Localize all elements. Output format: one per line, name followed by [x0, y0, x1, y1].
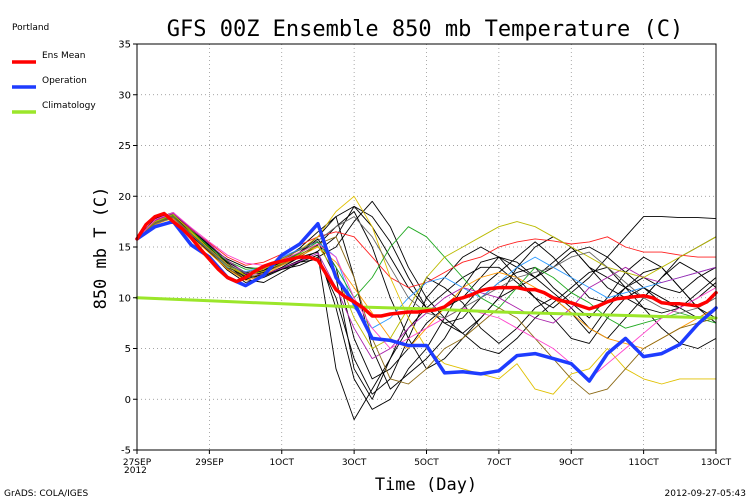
- x-axis-title: Time (Day): [375, 475, 477, 495]
- y-axis-ticks: -5 0 5 10 15 20 25 30 35: [118, 40, 137, 457]
- y-tick-label: 10: [118, 293, 131, 304]
- y-tick-label: 5: [125, 344, 131, 355]
- y-tick-label: -5: [121, 446, 131, 457]
- ensemble-member-line: [136, 216, 717, 329]
- x-tick-label: 27SEP: [123, 458, 152, 468]
- legend-label: Operation: [42, 76, 87, 86]
- y-tick-label: 30: [118, 90, 131, 101]
- x-tick-label: 13OCT: [701, 458, 732, 468]
- x-tick-label: 5OCT: [414, 458, 439, 468]
- x-tick-label: 3OCT: [342, 458, 367, 468]
- x-tick-label: 1OCT: [269, 458, 294, 468]
- x-tick-label: 9OCT: [559, 458, 584, 468]
- ensemble-member-line: [136, 215, 717, 329]
- y-tick-label: 15: [118, 243, 131, 254]
- y-axis-title: 850 mb T (C): [91, 187, 111, 310]
- ensemble-member-line: [136, 216, 717, 319]
- x-tick-label: 7OCT: [487, 458, 512, 468]
- climatology-series-line: [135, 296, 718, 320]
- ensemble-member-line: [136, 213, 717, 400]
- ensemble-member-line: [136, 216, 717, 395]
- ensemble-member-line: [136, 212, 717, 380]
- y-tick-label: 25: [118, 141, 131, 152]
- y-tick-label: 20: [118, 192, 131, 203]
- legend: Ens Mean Operation Climatology: [12, 51, 96, 114]
- x-tick-label: 11OCT: [628, 458, 659, 468]
- ens-mean-series-line: [135, 211, 718, 318]
- ensemble-member-line: [136, 216, 717, 395]
- ensemble-members: [136, 195, 717, 421]
- y-tick-label: 35: [118, 40, 131, 51]
- x-axis-ticks: 27SEP 29SEP 1OCT 3OCT 5OCT 7OCT 9OCT 11OCT 13OCT: [123, 450, 732, 468]
- chart-title: GFS 00Z Ensemble 850 mb Temperature (C): [167, 17, 684, 42]
- ensemble-member-line: [136, 214, 717, 349]
- footer-credit: GrADS: COLA/IGES: [4, 489, 88, 499]
- main-series: [135, 211, 718, 383]
- x-tick-label: 29SEP: [195, 458, 224, 468]
- location-label: Portland: [12, 23, 49, 33]
- grid-lines: [137, 44, 716, 450]
- footer-timestamp: 2012-09-27-05:43: [665, 489, 747, 499]
- x-axis-year-label: 2012: [124, 466, 147, 476]
- legend-label: Climatology: [42, 101, 96, 111]
- legend-label: Ens Mean: [42, 51, 85, 61]
- y-tick-label: 0: [125, 395, 131, 406]
